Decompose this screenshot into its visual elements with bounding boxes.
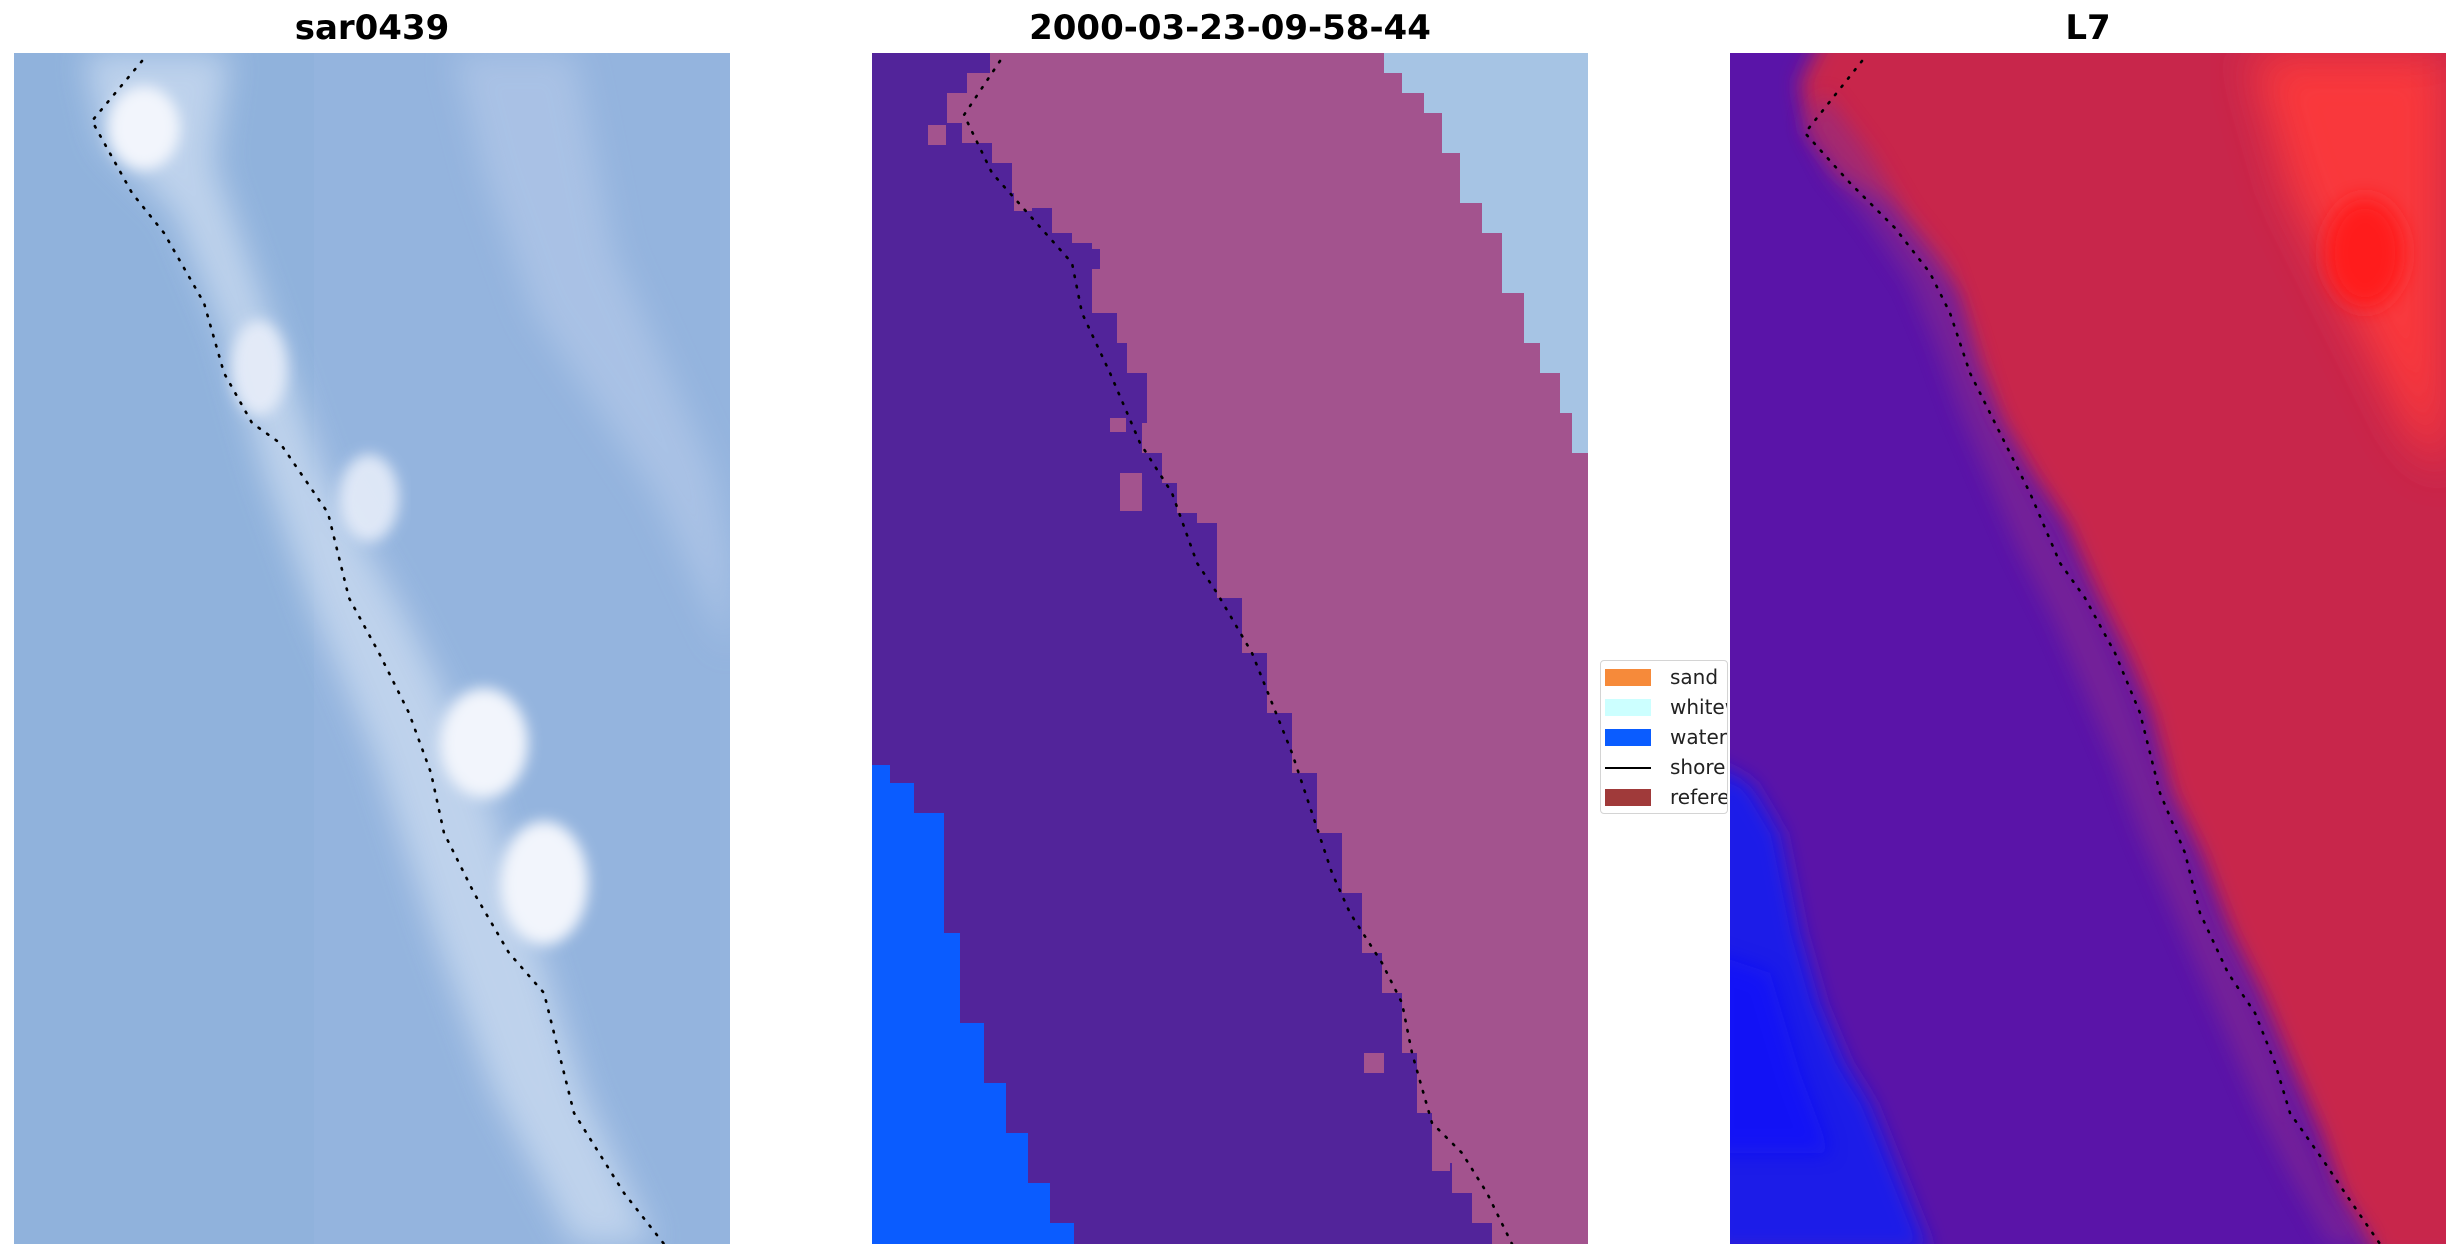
shoreline-dotted (1803, 59, 2382, 1244)
panel-title-l7: L7 (2065, 8, 2111, 48)
sar-highlight (231, 320, 287, 416)
l7-transition-band (1805, 93, 2370, 1244)
sand-swatch-icon (1605, 669, 1651, 686)
shoreline-line-icon (1605, 767, 1651, 769)
sar-highlight (108, 86, 180, 170)
class-pixel-speckles (1082, 249, 1448, 1219)
sar-highlight (339, 454, 399, 542)
class-light-region (1384, 53, 1588, 453)
legend-label: sand (1670, 665, 1719, 689)
panel-title-date: 2000-03-23-09-58-44 (1029, 8, 1431, 48)
sar-image-panel (14, 53, 730, 1244)
l7-bright-red-spot (2325, 198, 2405, 308)
legend-label: reference (1670, 785, 1728, 809)
sar-left-tint (14, 53, 314, 1244)
panel-title-sar: sar0439 (294, 8, 450, 48)
classification-panel (872, 53, 1588, 1244)
legend-item-shoreline: shoreline (1605, 751, 1727, 779)
sar-highlight (440, 688, 528, 798)
class-pixel-speckles (928, 125, 1450, 1171)
legend-label: water (1670, 725, 1727, 749)
legend-item-sand: sand (1605, 661, 1727, 689)
sar-beach-band (84, 53, 654, 1244)
class-land-region (947, 53, 1588, 1244)
l7-image (1730, 53, 2446, 1244)
reference-swatch-icon (1605, 789, 1651, 806)
legend-item-reference: reference (1605, 781, 1727, 809)
legend-label: shoreline (1670, 755, 1727, 779)
l7-water-deep (1730, 959, 1830, 1153)
whitewater-swatch-icon (1605, 699, 1651, 716)
l7-land-red (1800, 53, 2446, 1244)
legend-item-water: water (1605, 721, 1727, 749)
water-swatch-icon (1605, 729, 1651, 746)
class-water-region (872, 765, 1074, 1244)
shoreline-dotted (90, 59, 666, 1244)
classification-image (872, 53, 1588, 1244)
sar-highlight (500, 821, 588, 945)
sar-image (14, 53, 730, 1244)
l7-image-panel (1730, 53, 2446, 1244)
sar-dune-band (454, 53, 730, 653)
